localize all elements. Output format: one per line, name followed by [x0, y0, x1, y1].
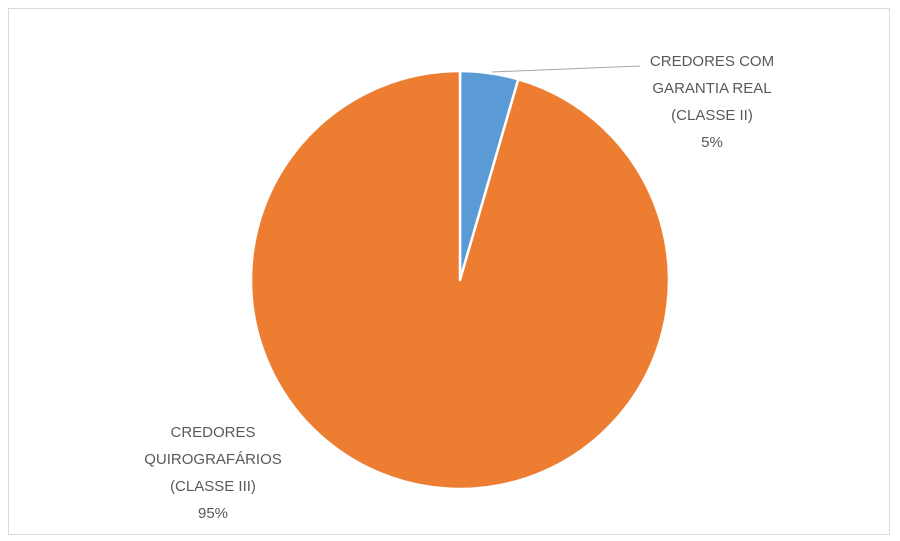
leader-line-garantia-real [492, 66, 640, 72]
label-line: QUIROGRAFÁRIOS [144, 451, 282, 468]
data-label-garantia-real: CREDORES COM GARANTIA REAL (CLASSE II) 5… [650, 53, 774, 151]
percent-label: 95% [198, 505, 228, 522]
pie-slice-1 [251, 71, 669, 489]
pie-slices [251, 71, 669, 489]
label-line: CREDORES COM [650, 53, 774, 70]
percent-label: 5% [701, 134, 723, 151]
label-line: (CLASSE III) [170, 478, 256, 495]
label-line: GARANTIA REAL [652, 80, 771, 97]
label-line: (CLASSE II) [671, 107, 753, 124]
data-label-quirografarios: CREDORES QUIROGRAFÁRIOS (CLASSE III) 95% [144, 424, 282, 522]
label-line: CREDORES [170, 424, 255, 441]
